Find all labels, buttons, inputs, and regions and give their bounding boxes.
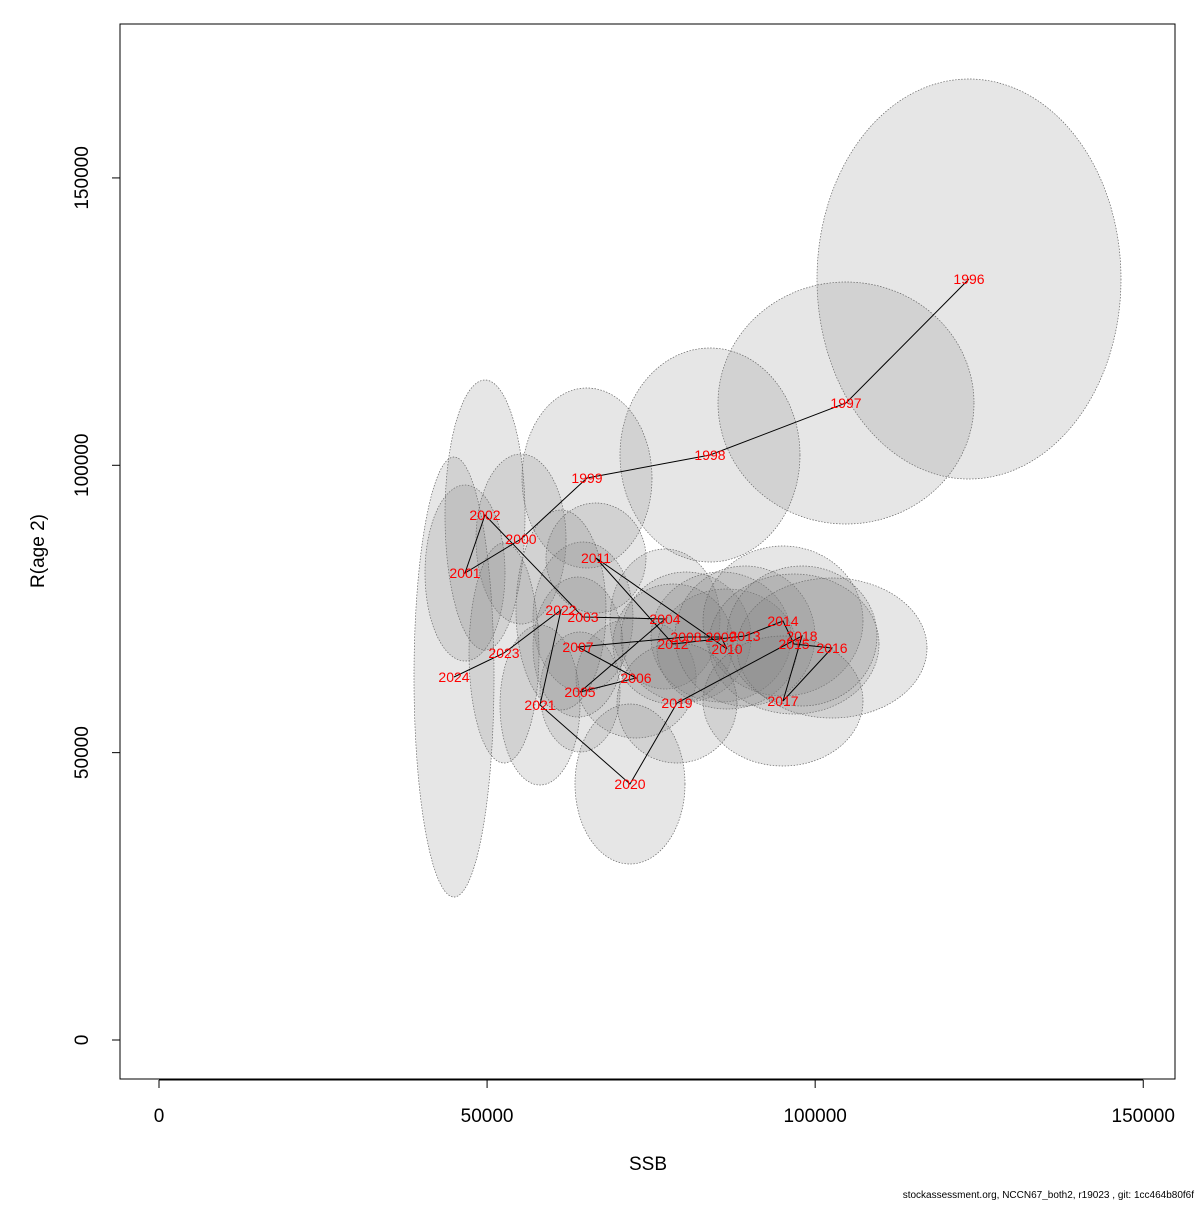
trajectory-line	[453, 278, 970, 785]
year-label: 2021	[524, 697, 555, 713]
year-label: 2015	[778, 636, 809, 652]
year-label: 2014	[767, 613, 798, 629]
year-label: 2018	[786, 628, 817, 644]
x-tick-label: 100000	[783, 1106, 846, 1127]
year-label: 1996	[953, 271, 984, 287]
footnote: stockassessment.org, NCCN67_both2, r1902…	[903, 1190, 1194, 1200]
year-label: 2002	[469, 507, 500, 523]
x-tick-label: 150000	[1112, 1106, 1175, 1127]
year-label: 1999	[571, 470, 602, 486]
y-tick-label: 0	[72, 1035, 93, 1046]
year-label: 2023	[488, 645, 519, 661]
year-label: 2016	[816, 640, 847, 656]
y-tick-label: 50000	[72, 726, 93, 779]
year-label: 2008	[670, 629, 701, 645]
year-label: 2013	[729, 628, 760, 644]
year-label: 2006	[620, 670, 651, 686]
year-label: 2019	[661, 695, 692, 711]
year-label: 2003	[567, 609, 598, 625]
year-label: 1998	[694, 447, 725, 463]
year-label: 2005	[564, 684, 595, 700]
y-tick-label: 100000	[72, 434, 93, 497]
year-label: 2024	[438, 669, 469, 685]
year-label: 2004	[649, 611, 680, 627]
year-label: 2009	[705, 629, 736, 645]
year-label: 2007	[562, 639, 593, 655]
year-label: 2020	[614, 776, 645, 792]
year-label: 2001	[449, 565, 480, 581]
x-axis-label: SSB	[629, 1154, 667, 1175]
year-label: 2000	[505, 531, 536, 547]
y-tick-label: 150000	[72, 146, 93, 209]
year-label: 2022	[545, 602, 576, 618]
year-label: 2010	[711, 641, 742, 657]
year-label: 1997	[830, 395, 861, 411]
y-axis-label: R(age 2)	[28, 514, 49, 588]
year-label: 2012	[657, 636, 688, 652]
year-label: 2011	[581, 550, 611, 566]
x-tick-label: 50000	[461, 1106, 514, 1127]
x-tick-label: 0	[154, 1106, 165, 1127]
year-label: 2017	[767, 693, 798, 709]
